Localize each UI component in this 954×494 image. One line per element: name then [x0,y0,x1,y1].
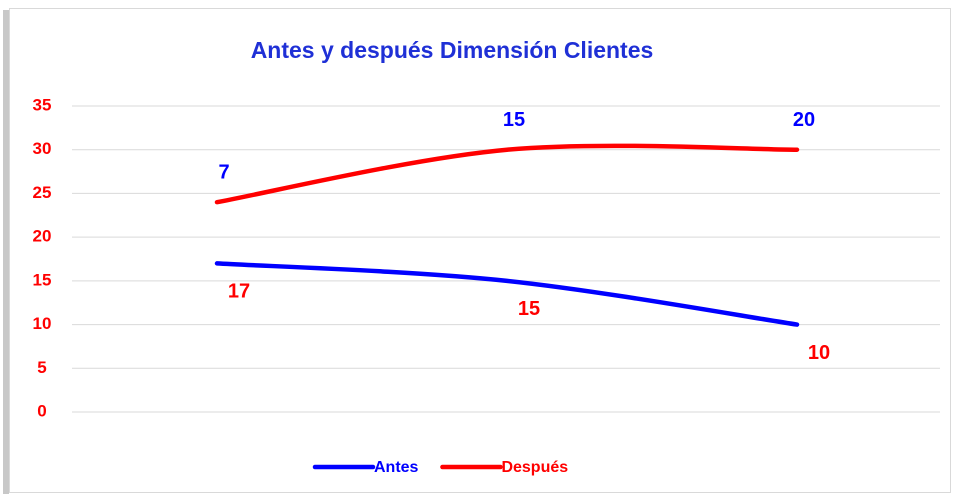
data-label: 17 [228,281,250,303]
y-tick-label: 35 [33,95,52,114]
data-label: 7 [218,161,229,183]
frame [9,8,951,493]
y-tick-label: 15 [33,270,52,289]
y-tick-label: 25 [33,183,52,202]
y-tick-label: 30 [33,139,52,158]
y-tick-label: 20 [33,227,52,246]
data-label: 10 [808,342,830,364]
chart-title: Antes y después Dimensión Clientes [251,37,654,63]
y-tick-label: 0 [37,401,46,420]
line [214,261,800,327]
data-label: 15 [518,298,540,320]
y-tick-label: 10 [33,314,52,333]
frame-shadow [3,10,9,494]
y-tick-label: 5 [37,358,46,377]
legend-label: Después [501,459,568,476]
legend-label: Antes [374,459,419,476]
data-label: 15 [503,109,525,131]
line [214,143,800,205]
data-label: 20 [793,109,815,131]
